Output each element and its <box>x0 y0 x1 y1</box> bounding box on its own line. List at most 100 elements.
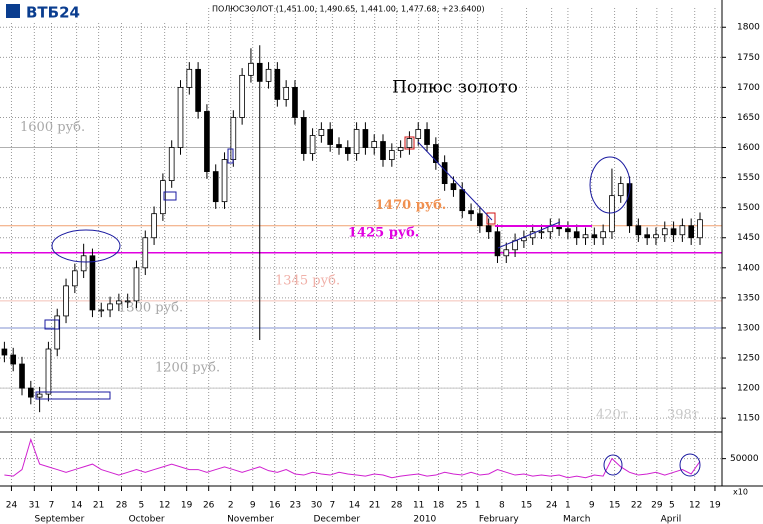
x-tick-label: 7 <box>330 501 336 511</box>
candle-body <box>397 147 404 151</box>
candle-body <box>353 129 360 154</box>
candle-body <box>521 237 527 242</box>
candle-body <box>177 86 184 148</box>
x-tick-label: 28 <box>391 501 403 511</box>
x-tick-label: 18 <box>433 501 445 511</box>
x-tick-label: 14 <box>349 501 361 511</box>
x-tick-label: 19 <box>709 501 721 511</box>
candle-body <box>670 228 677 236</box>
candle-body <box>27 387 34 398</box>
candle-body <box>688 225 695 239</box>
candle-body <box>318 129 325 136</box>
x-tick-label: 8 <box>499 501 505 511</box>
candle-body <box>565 228 571 233</box>
candle-body <box>239 74 245 118</box>
month-label: February <box>479 515 520 524</box>
y-tick-label: 1800 <box>737 23 760 33</box>
candle-body <box>133 267 140 302</box>
x-tick-label: 15 <box>609 501 620 511</box>
y-tick-label: 1150 <box>737 414 760 424</box>
candle-body <box>661 228 668 236</box>
candle-body <box>72 270 78 287</box>
y-tick-label: 50000 <box>730 454 759 464</box>
y-tick-label: 1750 <box>737 53 760 63</box>
candle-body <box>327 129 334 145</box>
candle-body <box>292 86 298 118</box>
candle-body <box>248 62 254 76</box>
x-tick-label: 2 <box>228 501 234 511</box>
candle-body <box>309 135 316 154</box>
candle-body <box>54 315 61 350</box>
x-tick-label: 12 <box>689 501 700 511</box>
trend-line <box>417 141 493 221</box>
candle-body <box>697 219 703 239</box>
y-tick-label: 1200 <box>737 384 760 394</box>
candle-body <box>415 129 422 139</box>
highlight-ellipse <box>589 156 631 214</box>
x-tick-label: 5 <box>138 501 144 511</box>
candle-body <box>600 231 606 239</box>
candle-body <box>679 225 686 236</box>
month-label: 2010 <box>413 515 436 524</box>
x-tick-label: 16 <box>269 501 281 511</box>
logo-icon <box>6 4 20 18</box>
x-tick-label: 23 <box>290 501 301 511</box>
candle-body <box>124 300 131 303</box>
candle-body <box>204 111 210 172</box>
month-label: September <box>35 515 85 524</box>
y-tick-label: 1350 <box>737 293 760 303</box>
candle-body <box>195 68 201 112</box>
candle-body <box>10 354 17 365</box>
trend-line <box>497 221 561 249</box>
highlight-box <box>35 391 111 400</box>
candle-body <box>424 129 430 145</box>
highlight-box <box>486 212 496 225</box>
plot: 1600 руб. 1470 руб. 1425 руб. 1345 руб. 1300… <box>0 45 722 479</box>
candle-body <box>19 363 25 389</box>
candle-body <box>485 225 492 233</box>
candle-body <box>283 86 289 100</box>
candle-body <box>1 348 8 356</box>
y-tick-label: 1250 <box>737 354 760 364</box>
candle-body <box>494 231 501 257</box>
candle-body <box>221 159 228 203</box>
x-tick-label: 1 <box>475 501 481 511</box>
candle-body <box>512 240 518 251</box>
month-label: April <box>661 515 682 524</box>
logo: ВТБ24 <box>26 4 80 22</box>
candle-body <box>477 213 483 227</box>
candle-body <box>151 213 157 239</box>
candle-body <box>160 180 166 215</box>
candle-body <box>406 138 413 148</box>
x-tick-label: 21 <box>93 501 104 511</box>
level-label: 1300 руб. <box>118 300 183 315</box>
level-label: 1200 руб. <box>155 361 220 376</box>
candle-body <box>336 144 342 148</box>
candle-body <box>468 210 474 215</box>
x-tick-label: 26 <box>203 501 215 511</box>
x-tick-label: 30 <box>311 501 323 511</box>
month-label: November <box>227 515 274 524</box>
candle-body <box>265 68 272 82</box>
candle-body <box>142 237 149 269</box>
highlight-box <box>163 191 177 201</box>
x-tick-label: 19 <box>181 501 193 511</box>
x-tick-label: 24 <box>6 501 18 511</box>
candle-body <box>89 255 96 311</box>
annotation: 420т <box>596 408 628 423</box>
candle-body <box>538 231 545 234</box>
x-tick-label: 24 <box>546 501 558 511</box>
x-tick-label: 1 <box>565 501 571 511</box>
candle-body <box>380 141 386 160</box>
highlight-ellipse <box>603 454 623 476</box>
y-tick-label: 1600 <box>737 143 760 153</box>
volume-multiplier: x10 <box>733 488 748 497</box>
level-label: 1425 руб. <box>348 225 419 240</box>
x-tick-label: 7 <box>49 501 55 511</box>
y-tick-label: 1300 <box>737 323 760 333</box>
candle-body <box>653 234 659 239</box>
candle-body <box>388 150 395 160</box>
annotation: 398т <box>667 408 699 423</box>
